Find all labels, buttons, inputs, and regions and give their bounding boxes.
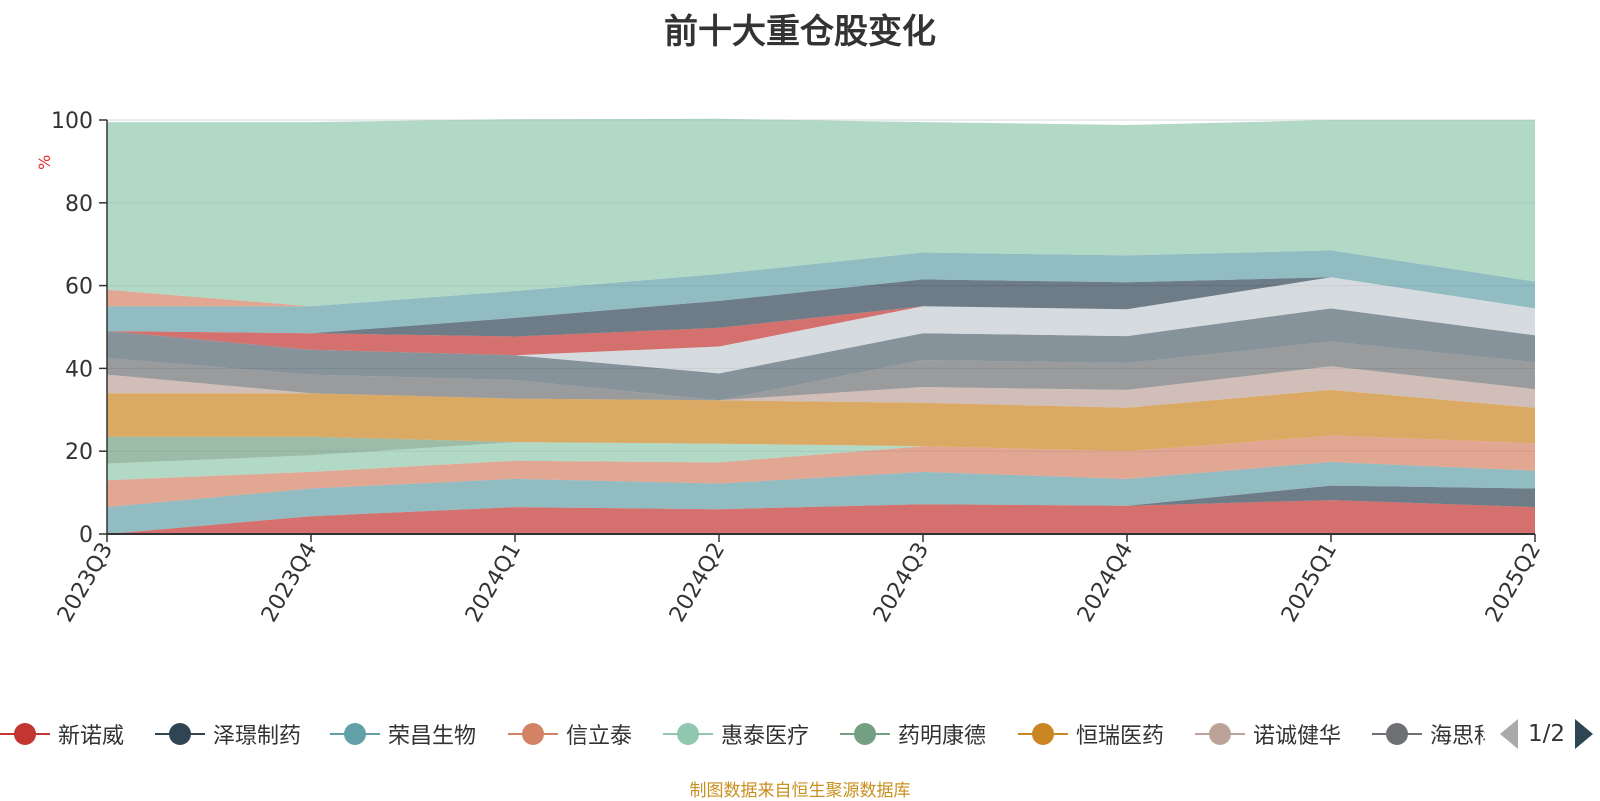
y-axis-unit-label: % bbox=[35, 155, 54, 170]
x-tick-label: 2024Q3 bbox=[869, 539, 934, 627]
x-tick-label: 2024Q2 bbox=[665, 539, 730, 627]
legend-swatch-icon bbox=[508, 719, 558, 749]
legend-item[interactable]: 荣昌生物 bbox=[330, 712, 476, 756]
area-series-3 bbox=[107, 435, 1535, 508]
area-series-10 bbox=[107, 277, 1535, 374]
area-series-11 bbox=[107, 277, 1535, 356]
y-tick-label: 60 bbox=[65, 275, 93, 300]
area-series-9 bbox=[107, 308, 1535, 401]
chart-title: 前十大重仓股变化 bbox=[664, 12, 936, 52]
legend-label: 荣昌生物 bbox=[388, 724, 477, 749]
legend-item[interactable]: 恒瑞医药 bbox=[1018, 712, 1164, 756]
legend: 新诺威 泽璟制药 荣昌生物 信立泰 惠泰医疗 药明康德 恒瑞医药 诺诚健华 海思科 bbox=[0, 712, 1485, 756]
legend-swatch-icon bbox=[1195, 719, 1245, 749]
legend-item[interactable]: 诺诚健华 bbox=[1195, 712, 1341, 756]
y-tick-label: 0 bbox=[79, 523, 93, 548]
legend-next-page-icon[interactable] bbox=[1575, 719, 1594, 749]
legend-swatch-icon bbox=[663, 719, 713, 749]
x-tick-label: 2023Q3 bbox=[53, 539, 118, 627]
area-series-2 bbox=[107, 462, 1535, 534]
legend-label: 信立泰 bbox=[566, 724, 633, 749]
area-series-4 bbox=[107, 435, 1535, 481]
y-tick-label: 40 bbox=[65, 357, 93, 382]
x-tick-label: 2025Q2 bbox=[1481, 539, 1546, 627]
area-series-1 bbox=[107, 485, 1535, 534]
legend-item[interactable]: 新诺威 bbox=[0, 712, 124, 756]
y-tick-label: 100 bbox=[51, 109, 93, 134]
legend-item[interactable]: 泽璟制药 bbox=[155, 712, 301, 756]
legend-swatch-icon bbox=[840, 719, 890, 749]
area-series-7 bbox=[107, 366, 1535, 408]
area-series-13 bbox=[107, 250, 1535, 334]
legend-item[interactable]: 海思科 bbox=[1372, 712, 1485, 756]
legend-swatch-icon bbox=[330, 719, 380, 749]
legend-label: 泽璟制药 bbox=[213, 724, 302, 749]
x-tick-label: 2025Q1 bbox=[1277, 539, 1342, 627]
legend-label: 惠泰医疗 bbox=[721, 724, 810, 749]
y-tick-label: 80 bbox=[65, 192, 93, 217]
legend-label: 海思科 bbox=[1430, 724, 1485, 749]
area-series-0 bbox=[107, 500, 1535, 534]
y-tick-label: 20 bbox=[65, 440, 93, 465]
chart-plot: 0 20 40 60 80 100 2023Q3 2023Q4 2024Q1 2024Q2 2024… bbox=[35, 109, 1546, 627]
legend-item[interactable]: 信立泰 bbox=[508, 712, 632, 756]
area-series-5 bbox=[107, 435, 1535, 464]
legend-item[interactable]: 药明康德 bbox=[840, 712, 986, 756]
source-note: 制图数据来自恒生聚源数据库 bbox=[689, 781, 911, 801]
legend-label: 恒瑞医药 bbox=[1076, 724, 1165, 749]
area-series-6 bbox=[107, 389, 1535, 452]
legend-page-indicator: 1/2 bbox=[1528, 721, 1566, 747]
legend-swatch-icon bbox=[1372, 719, 1422, 749]
area-series-8 bbox=[107, 341, 1535, 401]
area-series-15 bbox=[107, 118, 1535, 307]
legend-swatch-icon bbox=[1018, 719, 1068, 749]
x-tick-label: 2024Q4 bbox=[1073, 539, 1138, 627]
legend-item[interactable]: 惠泰医疗 bbox=[663, 712, 809, 756]
legend-label: 药明康德 bbox=[898, 724, 987, 749]
legend-swatch-icon bbox=[0, 719, 50, 749]
legend-pager: 1/2 bbox=[1500, 716, 1594, 752]
x-tick-label: 2023Q4 bbox=[257, 539, 322, 627]
legend-swatch-icon bbox=[155, 719, 205, 749]
legend-label: 诺诚健华 bbox=[1253, 724, 1342, 749]
area-series-12 bbox=[107, 277, 1535, 337]
x-tick-label: 2024Q1 bbox=[461, 539, 526, 627]
legend-prev-page-icon[interactable] bbox=[1500, 719, 1518, 749]
legend-label: 新诺威 bbox=[58, 724, 125, 749]
